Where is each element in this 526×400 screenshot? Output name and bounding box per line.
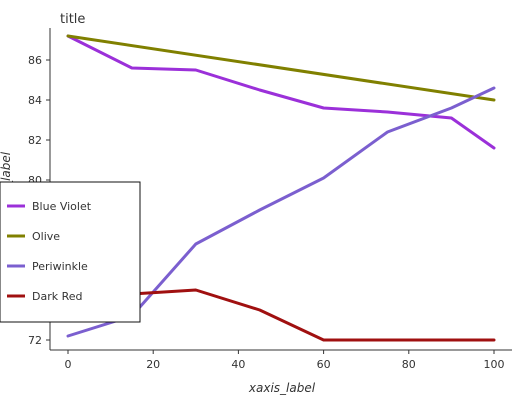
legend-label: Blue Violet (32, 200, 92, 213)
series-line-dark-red (66, 288, 496, 342)
y-tick-label: 86 (28, 54, 42, 67)
legend: Blue Violet Olive Periwinkle Dark Red (0, 181, 141, 323)
x-tick-label: 100 (484, 358, 505, 371)
x-tick-label: 80 (402, 358, 416, 371)
x-tick-label: 0 (65, 358, 72, 371)
legend-label: Periwinkle (32, 260, 88, 273)
series-line-blue-violet (66, 34, 496, 150)
legend-label: Olive (32, 230, 60, 243)
chart-title: title (60, 12, 85, 27)
series-line-olive (66, 34, 496, 102)
y-tick-label: 82 (28, 134, 42, 147)
y-tick-label: 84 (28, 94, 42, 107)
x-tick-label: 40 (231, 358, 245, 371)
legend-label: Dark Red (32, 290, 83, 303)
x-axis-label: xaxis_label (248, 381, 316, 395)
x-tick-label: 60 (317, 358, 331, 371)
y-tick-label: 72 (28, 334, 42, 347)
series-layer (66, 34, 496, 342)
series-line-periwinkle (66, 86, 496, 338)
x-tick-label: 20 (146, 358, 160, 371)
